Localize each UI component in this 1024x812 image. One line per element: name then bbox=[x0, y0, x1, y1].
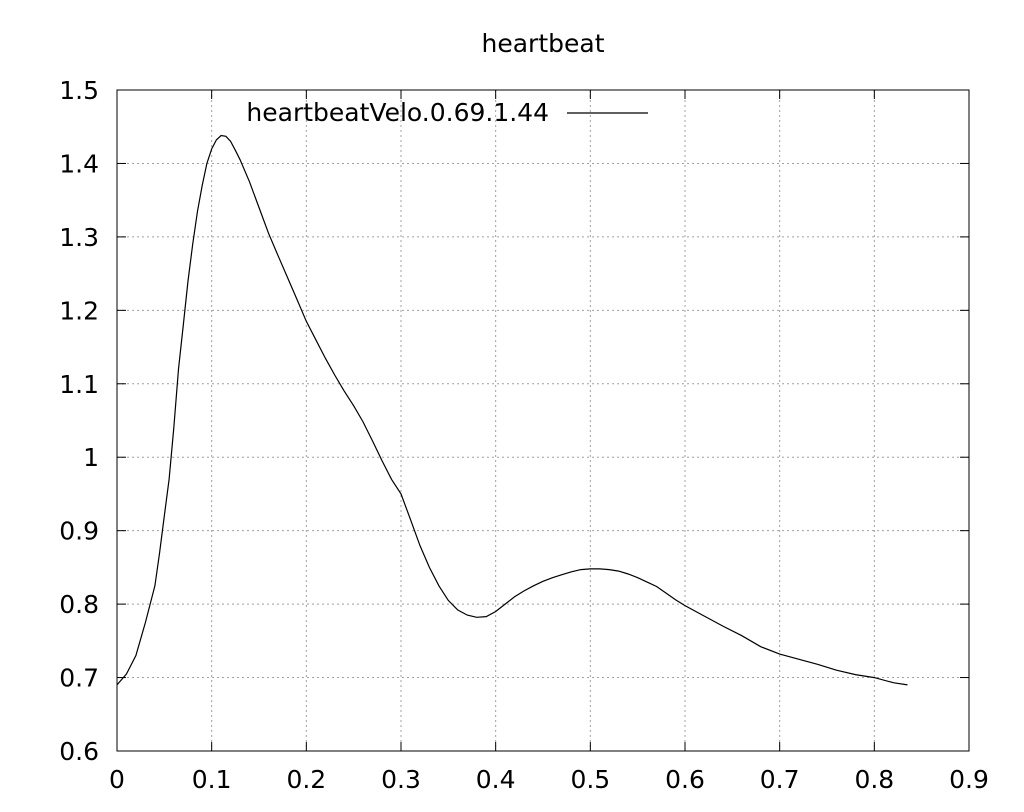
x-tick-label: 0.3 bbox=[381, 765, 421, 794]
legend-label: heartbeatVelo.0.69.1.44 bbox=[246, 98, 549, 127]
x-tick-label: 0.1 bbox=[192, 765, 232, 794]
x-tick-label: 0.7 bbox=[760, 765, 800, 794]
x-tick-label: 0.9 bbox=[949, 765, 989, 794]
x-tick-label: 0.5 bbox=[570, 765, 610, 794]
y-tick-label: 0.9 bbox=[59, 517, 99, 546]
y-tick-label: 1.1 bbox=[59, 370, 99, 399]
x-tick-label: 0.2 bbox=[286, 765, 326, 794]
grid bbox=[117, 90, 969, 751]
y-tick-label: 1.2 bbox=[59, 296, 99, 325]
y-tick-label: 0.6 bbox=[59, 737, 99, 766]
series-layer bbox=[116, 134, 908, 686]
x-tick-label: 0.6 bbox=[665, 765, 705, 794]
y-tick-label: 0.7 bbox=[59, 664, 99, 693]
x-tick-label: 0.8 bbox=[854, 765, 894, 794]
x-tick-label: 0.4 bbox=[476, 765, 516, 794]
y-tick-label: 1.3 bbox=[59, 223, 99, 252]
series-line-0 bbox=[116, 134, 908, 686]
y-tick-label: 1.5 bbox=[59, 76, 99, 105]
y-tick-label: 0.8 bbox=[59, 590, 99, 619]
x-tick-label: 0 bbox=[109, 765, 125, 794]
y-tick-label: 1 bbox=[83, 443, 99, 472]
axis-ticks: 0 0.1 0.2 0.3 0.4 0.5 0.6 0.7 0.8 0.9 0.6 0.7 0.8 0.9… bbox=[59, 76, 989, 794]
legend: heartbeatVelo.0.69.1.44 bbox=[246, 98, 648, 127]
y-tick-label: 1.4 bbox=[59, 149, 99, 178]
plot-frame bbox=[116, 89, 970, 752]
chart-title: heartbeat bbox=[482, 29, 605, 58]
